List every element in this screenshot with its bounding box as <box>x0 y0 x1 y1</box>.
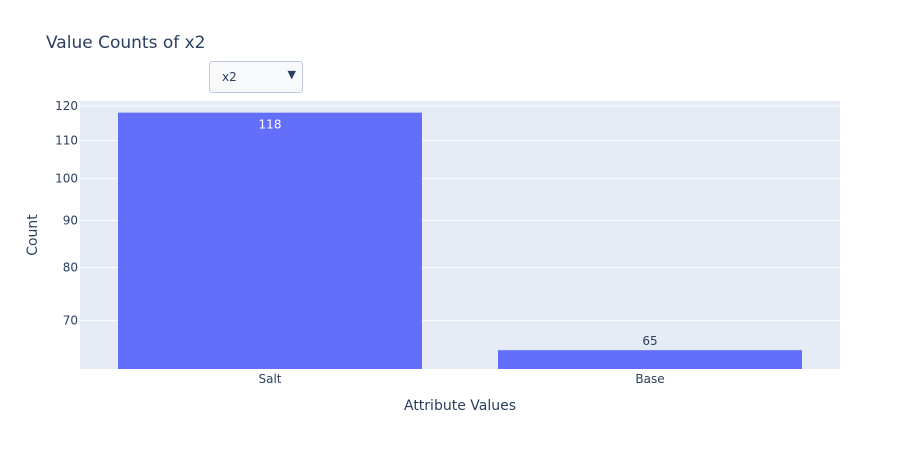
y-axis-title: Count <box>25 214 41 256</box>
y-tick-label: 100 <box>55 172 78 186</box>
x-tick-labels: Salt Base <box>258 372 664 386</box>
y-tick-label: 80 <box>63 260 78 274</box>
y-tick-label: 90 <box>63 214 78 228</box>
bar-salt[interactable] <box>118 112 422 369</box>
bars: 118 65 <box>118 112 802 369</box>
bar-base[interactable] <box>498 350 802 369</box>
x-tick-label: Base <box>635 372 664 386</box>
dropdown-selected-value: x2 <box>222 70 237 84</box>
y-tick-label: 110 <box>55 134 78 148</box>
triangle-down-icon: ▼ <box>287 68 296 81</box>
x-tick-label: Salt <box>258 372 281 386</box>
y-tick-labels: 70 80 90 100 110 120 <box>55 99 78 328</box>
variable-dropdown[interactable]: x2 ▼ <box>209 61 303 93</box>
bar-data-label: 118 <box>259 118 282 132</box>
y-tick-label: 70 <box>63 314 78 328</box>
bar-data-label: 65 <box>642 334 657 348</box>
y-tick-label: 120 <box>55 99 78 113</box>
chart-title: Value Counts of x2 <box>46 33 206 53</box>
x-axis-title: Attribute Values <box>404 398 516 414</box>
